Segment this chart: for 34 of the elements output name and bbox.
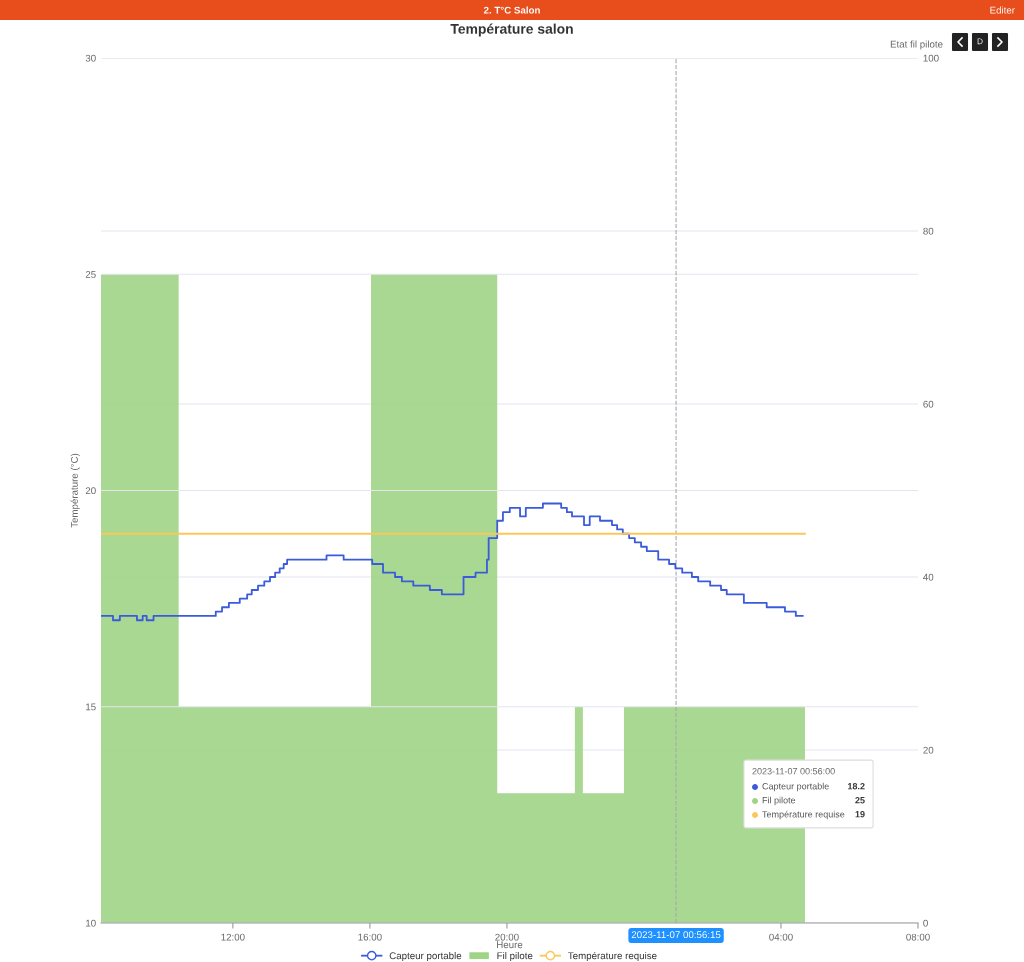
annotation: 25 (855, 797, 865, 804)
y-axis-title: Température (°C) (70, 453, 80, 528)
x-tick-label: 12:00 (221, 933, 245, 941)
annotation: 18.2 (848, 783, 865, 790)
y2-tick-label: 40 (923, 573, 934, 581)
x-tick-label: 16:00 (358, 933, 382, 941)
annotation: 2023-11-07 00:56:00 (752, 768, 835, 775)
y-tick-label: 10 (86, 919, 96, 927)
legend-label: Température requise (568, 951, 657, 962)
text: D (977, 38, 983, 45)
annotation: Température requise (762, 810, 845, 820)
x-tick-label: 20:00 (495, 933, 519, 941)
y2-tick-label: 20 (923, 746, 934, 754)
x-axis-title: Heure (497, 941, 523, 949)
y-tick-label: 15 (86, 703, 96, 711)
annotation: Capteur portable (762, 782, 829, 792)
x-tick-label: 04:00 (769, 933, 793, 941)
chart-title: Température salon (450, 23, 573, 37)
annotation: Fil pilote (762, 796, 796, 806)
annotation: 19 (855, 811, 865, 818)
y2-tick-label: 0 (923, 919, 928, 927)
legend-label: Fil pilote (497, 952, 533, 962)
y2-tick-label: 60 (923, 400, 934, 408)
y2-tick-label: 80 (923, 227, 934, 235)
y2-tick-label: 100 (923, 54, 939, 62)
text: 2. T°C Salon (483, 6, 540, 14)
text: Editer (990, 6, 1015, 14)
legend-label: Capteur portable (389, 952, 462, 962)
ref-line-label: 2023-11-07 00:56:15 (631, 931, 721, 939)
y2-axis-title: Etat fil pilote (890, 40, 943, 50)
y-tick-label: 20 (85, 487, 96, 495)
y-tick-label: 25 (85, 270, 96, 278)
x-tick-label: 08:00 (906, 933, 930, 941)
y-tick-label: 30 (85, 54, 96, 62)
